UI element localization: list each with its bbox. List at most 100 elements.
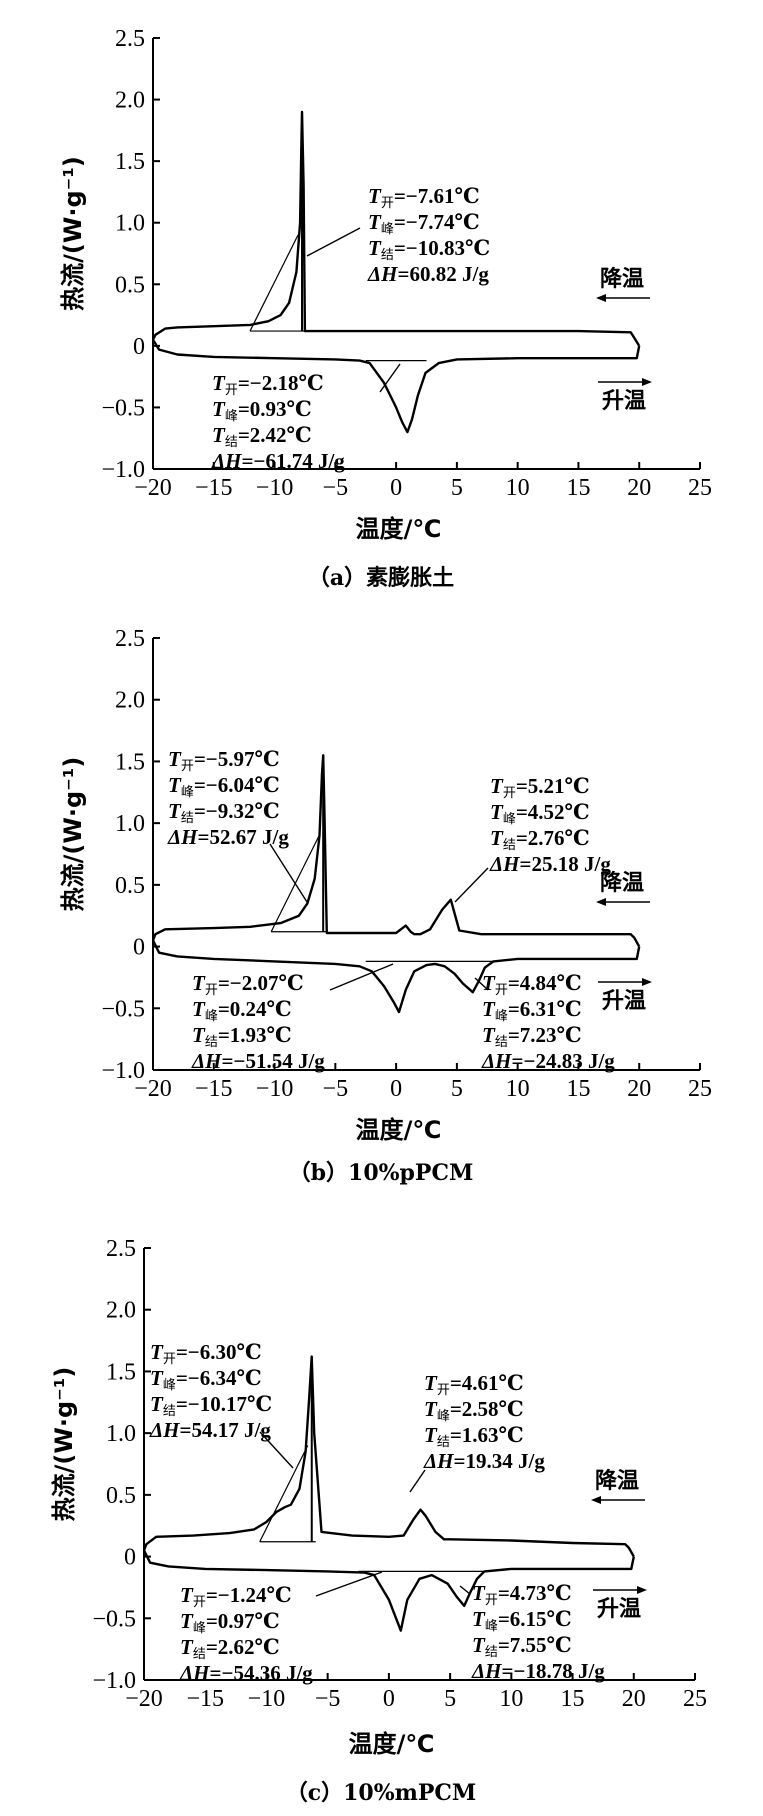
panel-b: 2.5 2.0 1.5 1.0 0.5 0 −0.5 −1.0−20 −15 −10 −5 0 5 10 1… bbox=[59, 626, 712, 1186]
annotation-block: T开=4.73℃T峰=6.15℃T结=7.55℃ΔH=−18.78 J/g bbox=[459, 1581, 605, 1683]
annotation-line: T开=−1.24℃ bbox=[180, 1583, 292, 1610]
annotation-line: T峰=−6.04℃ bbox=[168, 773, 280, 800]
y-tick-label: 2.5 bbox=[115, 26, 145, 52]
annotation-line: T结=2.62℃ bbox=[180, 1635, 280, 1662]
x-tick-label: −5 bbox=[323, 1076, 349, 1102]
annotation-line: T开=4.61℃ bbox=[424, 1371, 524, 1398]
annotation-line: T开=4.84℃ bbox=[482, 971, 582, 998]
y-tick-label: 2.0 bbox=[115, 88, 145, 114]
annotation-line: ΔH=−51.54 J/g bbox=[191, 1049, 325, 1073]
heating-arrowhead bbox=[637, 1586, 647, 1594]
x-tick-label: −5 bbox=[323, 475, 349, 501]
x-tick-label: −20 bbox=[134, 1076, 172, 1102]
annotation-line: T开=−7.61℃ bbox=[368, 184, 480, 211]
y-tick-label: −1.0 bbox=[92, 1668, 136, 1694]
y-tick-label: −1.0 bbox=[101, 457, 145, 483]
annotation-line: T结=2.42℃ bbox=[212, 423, 312, 450]
panel-caption: （a）素膨胀土 bbox=[308, 565, 454, 591]
y-tick-label: 2.5 bbox=[106, 1236, 136, 1262]
x-tick-label: 10 bbox=[506, 1076, 530, 1102]
annotation-line: T峰=6.15℃ bbox=[472, 1607, 572, 1634]
heating-label: 升温 bbox=[602, 989, 646, 1014]
annotation-block: T开=5.21℃T峰=4.52℃T结=2.76℃ΔH=25.18 J/g bbox=[454, 774, 611, 903]
x-tick-label: −20 bbox=[125, 1686, 163, 1712]
x-tick-label: 15 bbox=[566, 1076, 590, 1102]
annotation-line: T结=2.76℃ bbox=[490, 826, 590, 853]
annotation-block: T开=−6.30℃T峰=−6.34℃T结=−10.17℃ΔH=54.17 J/g bbox=[149, 1340, 294, 1469]
annotation-line: ΔH=52.67 J/g bbox=[167, 825, 289, 849]
annotation-line: T峰=0.97℃ bbox=[180, 1609, 280, 1636]
y-tick-label: −1.0 bbox=[101, 1058, 145, 1084]
annotation-block: T开=−5.97℃T峰=−6.04℃T结=−9.32℃ΔH=52.67 J/g bbox=[167, 747, 308, 903]
annotation-line: T开=−2.18℃ bbox=[212, 371, 324, 398]
x-tick-label: 20 bbox=[622, 1686, 646, 1712]
annotation-leader bbox=[315, 1571, 383, 1597]
annotation-leader bbox=[459, 1585, 471, 1595]
annotation-line: ΔH=−61.74 J/g bbox=[211, 449, 345, 473]
annotation-line: T结=−10.17℃ bbox=[150, 1392, 272, 1419]
annotation-leader bbox=[329, 963, 394, 991]
tangent-line bbox=[249, 234, 299, 332]
x-tick-label: 20 bbox=[627, 1076, 651, 1102]
x-tick-label: −10 bbox=[256, 475, 294, 501]
annotation-line: ΔH=60.82 J/g bbox=[367, 262, 489, 286]
annotation-leader bbox=[474, 977, 489, 991]
annotation-line: T结=−9.32℃ bbox=[168, 799, 280, 826]
annotation-line: T峰=4.52℃ bbox=[490, 800, 590, 827]
y-tick-label: 0.5 bbox=[115, 272, 145, 298]
x-tick-label: 0 bbox=[383, 1686, 395, 1712]
annotation-line: T峰=−6.34℃ bbox=[150, 1366, 262, 1393]
x-tick-label: −10 bbox=[248, 1686, 286, 1712]
x-tick-label: 25 bbox=[688, 1076, 712, 1102]
heating-arrowhead bbox=[642, 978, 652, 986]
annotation-block: T开=4.61℃T峰=2.58℃T结=1.63℃ΔH=19.34 J/g bbox=[409, 1371, 545, 1493]
annotation-line: T结=7.55℃ bbox=[472, 1633, 572, 1660]
heating-curve bbox=[151, 339, 641, 434]
y-tick-label: −0.5 bbox=[101, 996, 145, 1022]
annotation-leader bbox=[259, 1431, 294, 1469]
x-tick-label: 25 bbox=[688, 475, 712, 501]
y-tick-label: 1.5 bbox=[106, 1359, 136, 1385]
heating-arrowhead bbox=[642, 378, 652, 386]
annotation-line: T开=−5.97℃ bbox=[168, 747, 280, 774]
x-tick-label: 20 bbox=[627, 475, 651, 501]
x-tick-label: 5 bbox=[451, 475, 463, 501]
annotation-leader bbox=[409, 1469, 426, 1493]
y-tick-label: 2.0 bbox=[115, 688, 145, 714]
panel-c: 2.5 2.0 1.5 1.0 0.5 0 −0.5 −1.0−20 −15 −10 −5 0 5 10 1… bbox=[50, 1236, 707, 1806]
y-tick-label: 2.5 bbox=[115, 626, 145, 652]
x-tick-label: 0 bbox=[390, 1076, 402, 1102]
x-tick-label: −15 bbox=[186, 1686, 224, 1712]
annotation-block: T开=−2.07℃T峰=0.24℃T结=1.93℃ΔH=−51.54 J/g bbox=[191, 963, 394, 1073]
x-tick-label: 10 bbox=[506, 475, 530, 501]
x-tick-label: −20 bbox=[134, 475, 172, 501]
annotation-line: T峰=−7.74℃ bbox=[368, 210, 480, 237]
x-tick-label: 25 bbox=[683, 1686, 707, 1712]
cooling-label: 降温 bbox=[600, 871, 644, 896]
annotation-line: T结=−10.83℃ bbox=[368, 236, 490, 263]
y-axis-label: 热流/(W·g⁻¹) bbox=[50, 1367, 78, 1522]
x-tick-label: −10 bbox=[256, 1076, 294, 1102]
y-tick-label: −0.5 bbox=[92, 1606, 136, 1632]
heating-label: 升温 bbox=[602, 389, 646, 414]
annotation-leader bbox=[379, 363, 401, 393]
annotation-block: T开=−1.24℃T峰=0.97℃T结=2.62℃ΔH=−54.36 J/g bbox=[179, 1571, 383, 1685]
cooling-arrowhead bbox=[596, 898, 606, 906]
annotation-leader bbox=[306, 227, 361, 257]
x-tick-label: 5 bbox=[451, 1076, 463, 1102]
y-tick-label: 1.0 bbox=[115, 211, 145, 237]
x-tick-label: −5 bbox=[315, 1686, 341, 1712]
x-tick-label: 10 bbox=[499, 1686, 523, 1712]
heating-curve bbox=[151, 939, 641, 1014]
annotation-leader bbox=[454, 867, 489, 903]
annotation-line: T结=1.93℃ bbox=[192, 1023, 292, 1050]
cooling-label: 降温 bbox=[595, 1469, 639, 1494]
y-tick-label: 0.5 bbox=[115, 873, 145, 899]
annotation-block: T开=4.84℃T峰=6.31℃T结=7.23℃ΔH=−24.83 J/g bbox=[474, 971, 615, 1073]
annotation-line: ΔH=−54.36 J/g bbox=[179, 1661, 313, 1685]
annotation-line: T峰=6.31℃ bbox=[482, 997, 582, 1024]
